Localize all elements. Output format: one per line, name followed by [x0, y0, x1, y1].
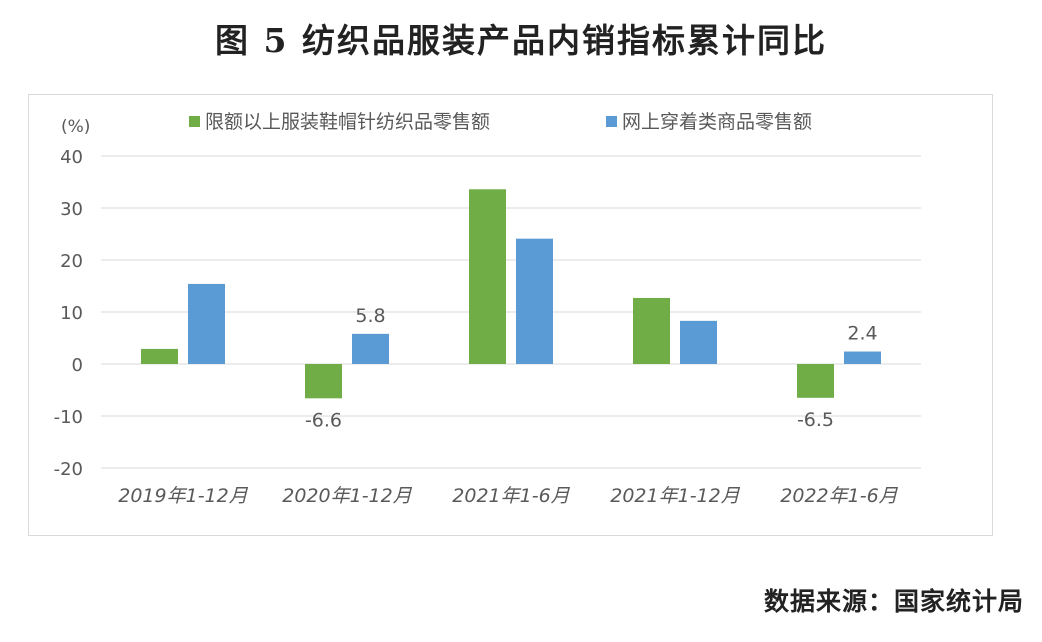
data-label: -6.5 [797, 409, 834, 431]
y-tick-label: 20 [60, 251, 83, 272]
x-category-label: 2021年1-6月 [452, 485, 570, 507]
y-tick-label: -20 [54, 459, 83, 480]
legend-swatch-2 [606, 116, 617, 127]
data-label: 5.8 [355, 305, 385, 327]
chart-title: 图 5 纺织品服装产品内销指标累计同比 [215, 21, 827, 60]
legend-label-2: 网上穿着类商品零售额 [622, 111, 812, 133]
bar-1 [305, 364, 342, 399]
bar-chart: (%) 40 30 20 10 0 -10 -20 2019年1-12月 -6.6 5.8 2020年… [54, 111, 921, 507]
bar-2 [844, 351, 881, 364]
bar-2 [188, 283, 225, 364]
x-category-label: 2021年1-12月 [610, 485, 740, 507]
x-category-label: 2019年1-12月 [118, 485, 248, 507]
bar-2 [680, 320, 717, 364]
y-tick-label: 10 [60, 303, 83, 324]
data-label: 2.4 [847, 323, 877, 345]
legend-swatch-1 [189, 116, 200, 127]
chart-frame: (%) 40 30 20 10 0 -10 -20 2019年1-12月 -6.6 5.8 2020年… [28, 94, 993, 536]
bar-2 [516, 238, 553, 364]
bar-1 [633, 297, 670, 364]
y-tick-label: 30 [60, 199, 83, 220]
bar-1 [797, 364, 834, 398]
x-category-label: 2020年1-12月 [282, 485, 412, 507]
bar-1 [141, 348, 178, 364]
y-tick-label: -10 [54, 407, 83, 428]
bar-2 [352, 333, 389, 364]
y-tick-label: 40 [60, 147, 83, 168]
data-label: -6.6 [305, 409, 342, 431]
y-tick-label: 0 [72, 355, 83, 376]
bar-1 [469, 189, 506, 364]
y-axis-unit-label: (%) [61, 117, 90, 137]
data-source: 数据来源：国家统计局 [763, 587, 1024, 616]
x-category-label: 2022年1-6月 [780, 485, 898, 507]
legend-label-1: 限额以上服装鞋帽针纺织品零售额 [205, 111, 490, 133]
